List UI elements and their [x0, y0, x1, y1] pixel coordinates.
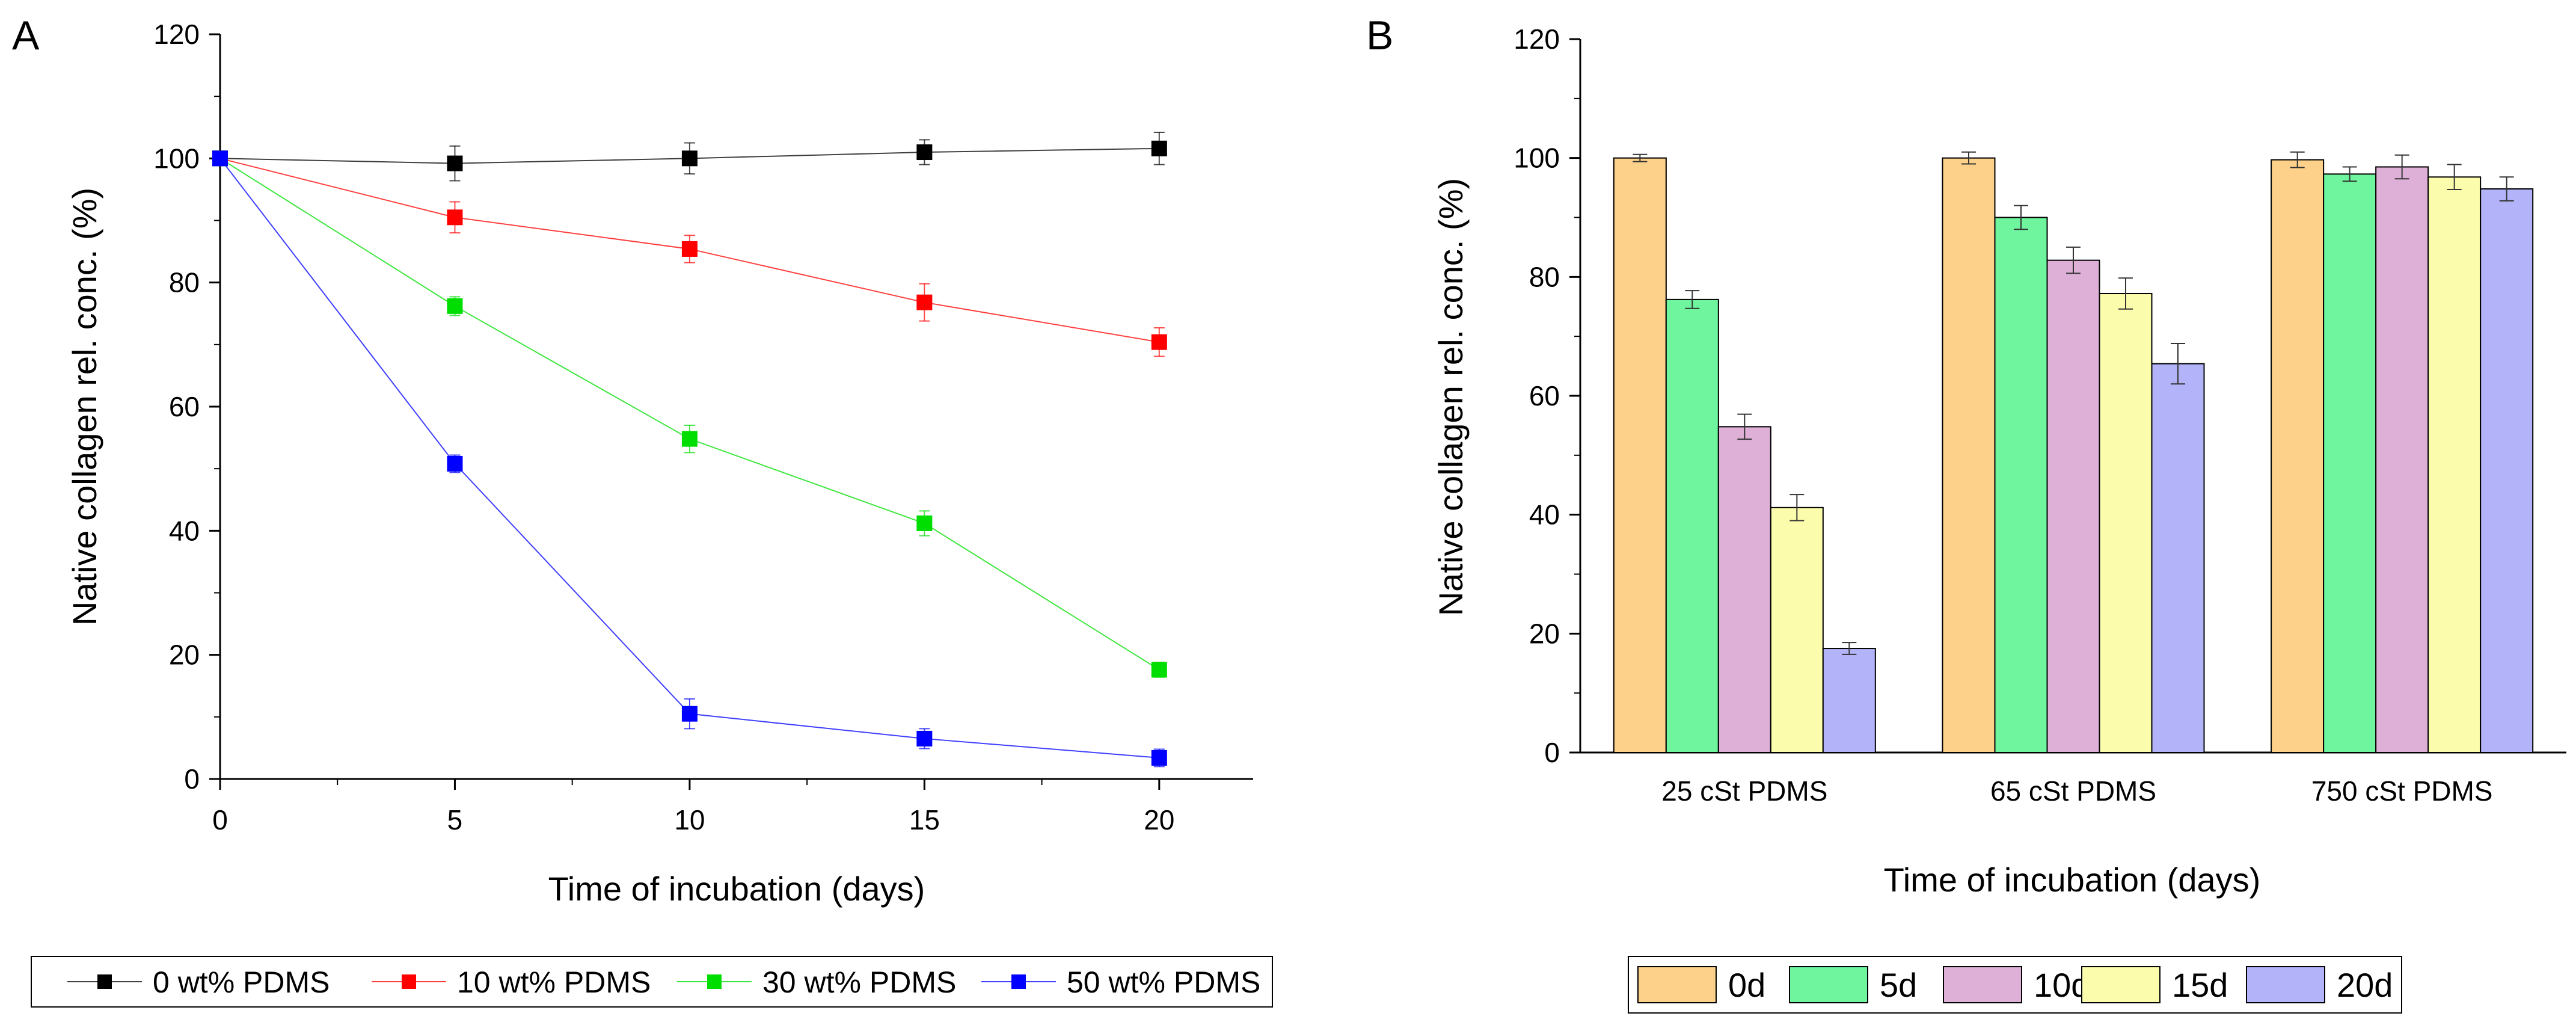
panel-a-y-tick-label: 120	[153, 19, 200, 50]
panel-a-label: A	[12, 13, 40, 58]
bar-0-0	[1613, 157, 1667, 753]
data-point-3-4	[1151, 749, 1167, 766]
bar-2-2	[2375, 166, 2429, 754]
panel-b-y-tick-label: 40	[1529, 499, 1560, 531]
panel-a-x-axis-title: Time of incubation (days)	[548, 870, 925, 908]
bar-2-0	[2271, 159, 2325, 753]
panel-a-x-tick-label: 0	[212, 804, 228, 836]
bar-0-3	[1770, 506, 1824, 753]
panel-a-x-tick-label: 5	[447, 804, 463, 836]
legend-label-3: 50 wt% PDMS	[1067, 965, 1260, 999]
data-point-2-3	[916, 515, 933, 531]
data-point-0-1	[447, 155, 463, 171]
legend-marker-1	[402, 974, 416, 989]
panel-a-y-tick-label: 0	[184, 763, 200, 795]
data-point-3-0	[212, 150, 228, 167]
legend-label-b-1: 5d	[1880, 966, 1917, 1004]
panel-b-category-label: 750 cSt PDMS	[2311, 775, 2493, 807]
legend-swatch-4	[2246, 966, 2325, 1003]
data-point-1-1	[447, 209, 463, 226]
panel-b-y-tick-label: 80	[1529, 261, 1560, 292]
legend-label-2: 30 wt% PDMS	[762, 965, 956, 999]
panel-a-y-tick-label: 20	[169, 639, 200, 671]
data-point-2-4	[1151, 662, 1167, 678]
legend-marker-0	[97, 974, 112, 989]
panel-a-y-tick-label: 40	[169, 515, 200, 546]
legend-swatch-2	[1943, 966, 2022, 1003]
panel-b-x-axis-title: Time of incubation (days)	[1884, 861, 2261, 899]
data-point-0-4	[1151, 140, 1167, 156]
panel-a-x-tick-label: 10	[674, 804, 705, 836]
panel-a-y-tick-label: 60	[169, 391, 200, 422]
data-point-0-3	[916, 144, 933, 161]
bar-1-1	[1994, 217, 2048, 753]
bar-0-1	[1665, 298, 1719, 753]
legend-label-b-4: 20d	[2337, 966, 2393, 1004]
bar-1-0	[1942, 157, 1996, 753]
legend-swatch-1	[1789, 966, 1868, 1003]
panel-a-legend	[31, 956, 1273, 1008]
data-point-1-2	[681, 241, 698, 257]
panel-a-x-tick-label: 15	[909, 804, 940, 836]
legend-marker-2	[707, 974, 722, 989]
data-point-3-2	[681, 706, 698, 722]
panel-b-y-tick-label: 120	[1513, 23, 1560, 55]
data-point-2-2	[681, 431, 698, 447]
panel-b-label: B	[1366, 13, 1393, 58]
legend-swatch-3	[2081, 966, 2160, 1003]
legend-label-b-0: 0d	[1728, 966, 1765, 1004]
data-point-0-2	[681, 150, 698, 167]
bar-2-4	[2480, 188, 2534, 753]
data-point-2-1	[447, 298, 463, 314]
panel-b: B Native collagen rel. conc. (%) Time of…	[1366, 13, 2566, 1014]
panel-a-y-tick-label: 80	[169, 267, 200, 298]
legend-marker-3	[1011, 974, 1026, 989]
legend-label-b-3: 15d	[2172, 966, 2228, 1004]
panel-a-y-tick-label: 100	[153, 143, 200, 174]
bar-1-4	[2151, 363, 2205, 753]
bar-2-3	[2427, 176, 2482, 753]
data-point-3-1	[447, 455, 463, 472]
data-point-1-3	[916, 294, 933, 310]
bar-1-2	[2046, 259, 2100, 754]
panel-b-category-label: 25 cSt PDMS	[1661, 775, 1827, 807]
panel-a: A Native collagen rel. conc. (%) Time of…	[12, 13, 1273, 1008]
bar-0-4	[1822, 648, 1876, 753]
panel-b-y-tick-label: 0	[1544, 737, 1560, 768]
legend-swatch-0	[1637, 966, 1717, 1003]
panel-b-y-tick-label: 100	[1513, 143, 1560, 174]
panel-b-category-label: 65 cSt PDMS	[1990, 775, 2156, 807]
panel-a-y-axis-title: Native collagen rel. conc. (%)	[66, 188, 103, 626]
bar-0-2	[1717, 426, 1771, 753]
bar-1-3	[2099, 293, 2153, 753]
bar-2-1	[2323, 173, 2377, 753]
panel-b-y-tick-label: 20	[1529, 618, 1560, 649]
data-point-1-4	[1151, 334, 1167, 350]
legend-label-1: 10 wt% PDMS	[457, 965, 651, 999]
panel-b-y-tick-label: 60	[1529, 380, 1560, 411]
legend-label-0: 0 wt% PDMS	[153, 965, 330, 999]
data-point-3-3	[916, 730, 933, 746]
panel-a-x-tick-label: 20	[1144, 804, 1174, 836]
legend-label-b-2: 10d	[2034, 966, 2090, 1004]
panel-b-y-axis-title: Native collagen rel. conc. (%)	[1432, 178, 1470, 616]
